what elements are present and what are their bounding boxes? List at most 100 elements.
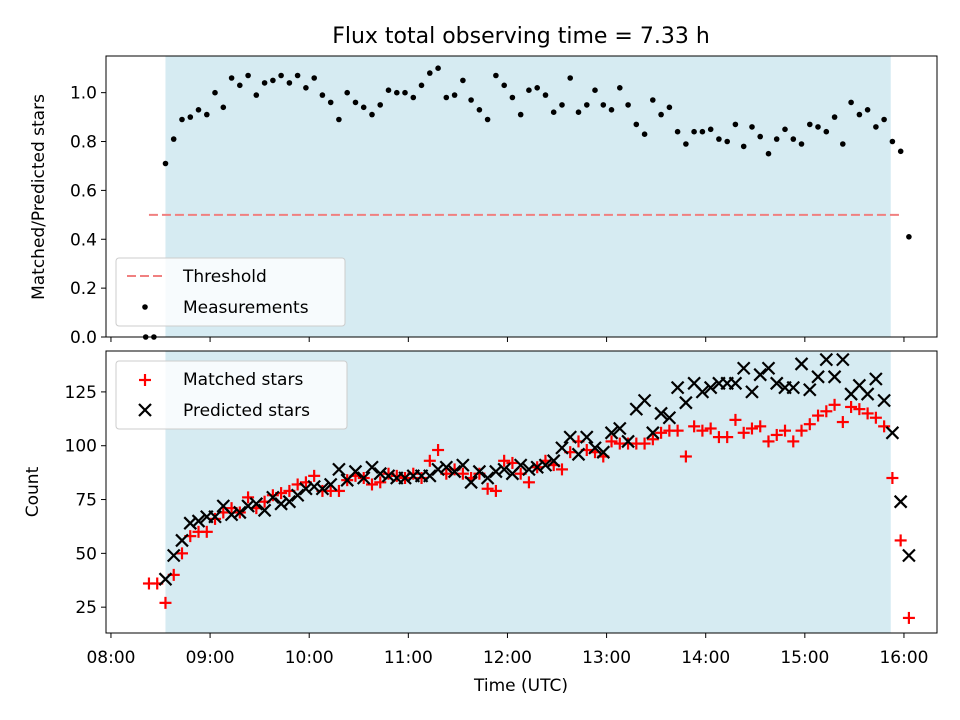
measurement-point bbox=[807, 121, 813, 128]
measurement-point bbox=[567, 75, 573, 81]
predicted-star-point bbox=[299, 481, 313, 496]
matched-star-point bbox=[869, 411, 882, 424]
predicted-star-point bbox=[546, 454, 561, 468]
x-tick-label: 09:00 bbox=[186, 648, 235, 668]
matched-star-point bbox=[803, 418, 816, 431]
y-tick-label: 0.2 bbox=[70, 279, 97, 299]
matched-star-point bbox=[721, 431, 734, 444]
predicted-star-point bbox=[480, 471, 495, 485]
matched-star-point bbox=[481, 482, 494, 495]
matched-star-point bbox=[332, 484, 345, 497]
measurement-point bbox=[327, 99, 334, 106]
matched-star-point bbox=[242, 491, 255, 504]
predicted-star-point bbox=[538, 458, 553, 472]
matched-star-point bbox=[432, 444, 445, 457]
predicted-star-point bbox=[464, 475, 478, 490]
predicted-star-point bbox=[456, 458, 470, 472]
predicted-star-point bbox=[257, 503, 272, 518]
y-tick-label: 50 bbox=[75, 544, 97, 564]
measurement-point bbox=[881, 116, 887, 123]
measurement-point bbox=[253, 92, 260, 98]
matched-star-point bbox=[795, 424, 808, 437]
measurement-point bbox=[476, 107, 483, 113]
matched-star-point bbox=[894, 534, 907, 547]
predicted-star-point bbox=[175, 533, 189, 548]
matched-star-point bbox=[200, 525, 213, 538]
predicted-star-point bbox=[274, 497, 288, 511]
predicted-star-point bbox=[819, 352, 834, 367]
measurement-point bbox=[749, 124, 755, 130]
measurement-point bbox=[542, 92, 549, 98]
y-tick-label: 25 bbox=[75, 598, 97, 618]
measurement-point bbox=[600, 102, 607, 108]
matched-star-point bbox=[737, 426, 750, 439]
measurement-point bbox=[294, 72, 301, 79]
measurement-point bbox=[501, 82, 508, 89]
legend-predicted-label: Predicted stars bbox=[183, 401, 310, 421]
bottom-plot-frame bbox=[105, 350, 938, 634]
predicted-star-point bbox=[654, 406, 668, 421]
matched-star-point bbox=[679, 450, 692, 463]
predicted-star-point bbox=[571, 447, 586, 462]
x-tick-label: 10:00 bbox=[285, 648, 334, 668]
matched-star-point bbox=[853, 403, 866, 416]
y-tick-label: 0.4 bbox=[70, 230, 97, 250]
measurement-point bbox=[617, 85, 623, 91]
predicted-star-point bbox=[290, 488, 305, 503]
predicted-star-point bbox=[827, 370, 842, 384]
matched-star-point bbox=[308, 469, 321, 482]
predicted-star-point bbox=[811, 370, 825, 384]
predicted-star-point bbox=[530, 460, 544, 475]
bottom-x-axis: 08:00 09:00 10:00 11:00 12:00 13:00 14:00 15:00… bbox=[86, 633, 928, 668]
measurement-point bbox=[427, 70, 433, 76]
x-tick-label: 12:00 bbox=[483, 648, 532, 668]
measurement-point bbox=[798, 141, 805, 147]
y-tick-label: 75 bbox=[75, 491, 97, 511]
predicted-star-point bbox=[794, 357, 809, 371]
top-y-axis-label: Matched/Predicted stars bbox=[29, 94, 49, 300]
predicted-star-point bbox=[323, 477, 338, 492]
predicted-star-point bbox=[431, 462, 445, 477]
measurement-point bbox=[418, 82, 425, 89]
predicted-star-point bbox=[736, 361, 751, 375]
matched-star-point bbox=[374, 476, 387, 489]
bottom-legend-box bbox=[115, 360, 348, 430]
x-tick-label: 16:00 bbox=[879, 648, 928, 668]
predicted-star-point bbox=[555, 441, 569, 455]
measurement-point bbox=[848, 99, 854, 106]
predicted-star-point bbox=[670, 380, 685, 395]
measurement-point bbox=[319, 92, 326, 98]
matched-star-point bbox=[820, 405, 833, 418]
measurement-point bbox=[402, 89, 408, 96]
measurement-point bbox=[245, 72, 251, 79]
predicted-star-point bbox=[497, 462, 511, 477]
predicted-star-point bbox=[637, 393, 652, 408]
predicted-star-point bbox=[373, 466, 388, 481]
measurement-point bbox=[228, 75, 235, 81]
matched-star-point bbox=[456, 467, 469, 480]
measurement-point bbox=[815, 124, 821, 130]
measurement-point bbox=[526, 87, 532, 93]
measurement-point bbox=[220, 104, 227, 111]
measurement-point bbox=[699, 128, 706, 135]
predicted-star-point bbox=[282, 494, 297, 509]
top-legend: Threshold Measurements bbox=[115, 257, 346, 327]
predicted-star-point bbox=[613, 421, 627, 436]
measurement-point bbox=[575, 109, 582, 115]
matched-star-point bbox=[828, 398, 841, 411]
measurement-point bbox=[493, 72, 499, 79]
measurement-point bbox=[757, 133, 763, 140]
y-tick-label: 100 bbox=[65, 437, 97, 457]
measurement-point bbox=[674, 128, 681, 135]
predicted-star-point bbox=[563, 430, 578, 444]
predicted-star-point bbox=[183, 516, 198, 530]
predicted-star-point bbox=[191, 514, 206, 528]
predicted-star-point bbox=[423, 469, 437, 483]
predicted-star-point bbox=[885, 426, 900, 440]
measurement-point bbox=[906, 234, 912, 240]
top-legend-box bbox=[115, 257, 346, 327]
predicted-star-point bbox=[579, 430, 594, 444]
matched-star-point bbox=[729, 413, 742, 426]
predicted-star-point bbox=[398, 471, 412, 485]
matched-star-point bbox=[762, 435, 775, 448]
